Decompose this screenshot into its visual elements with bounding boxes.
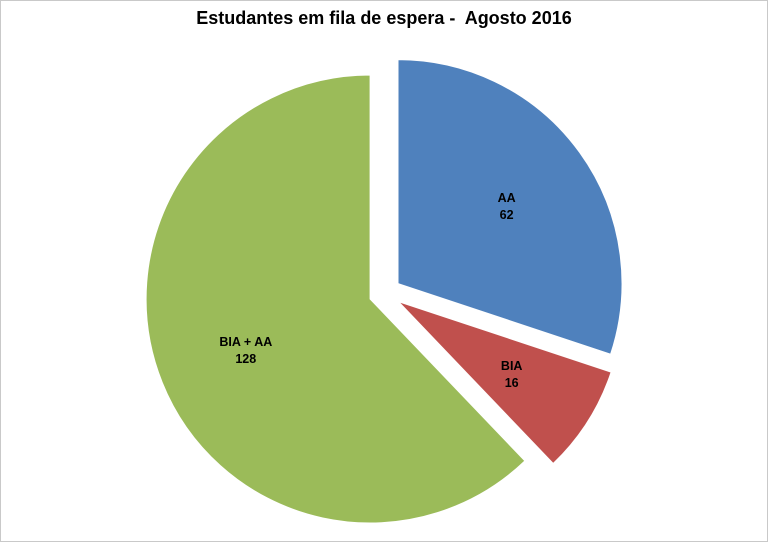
slice-label-name: BIA: [501, 359, 523, 373]
pie-slice-bia-aa: [145, 74, 526, 524]
pie-slice-aa: [397, 59, 623, 355]
slice-label-value: 128: [235, 352, 256, 366]
slice-label-value: 62: [500, 208, 514, 222]
slice-label-name: BIA + AA: [219, 335, 272, 349]
slice-label-value: 16: [505, 376, 519, 390]
pie-slice-bia: [398, 301, 612, 465]
slice-label-name: AA: [498, 191, 516, 205]
slice-label-bia: BIA 16: [501, 359, 523, 390]
slice-label-bia-aa: BIA + AA 128: [219, 335, 272, 366]
chart-title: Estudantes em fila de espera - Agosto 20…: [196, 8, 572, 28]
slice-label-aa: AA 62: [498, 191, 516, 222]
